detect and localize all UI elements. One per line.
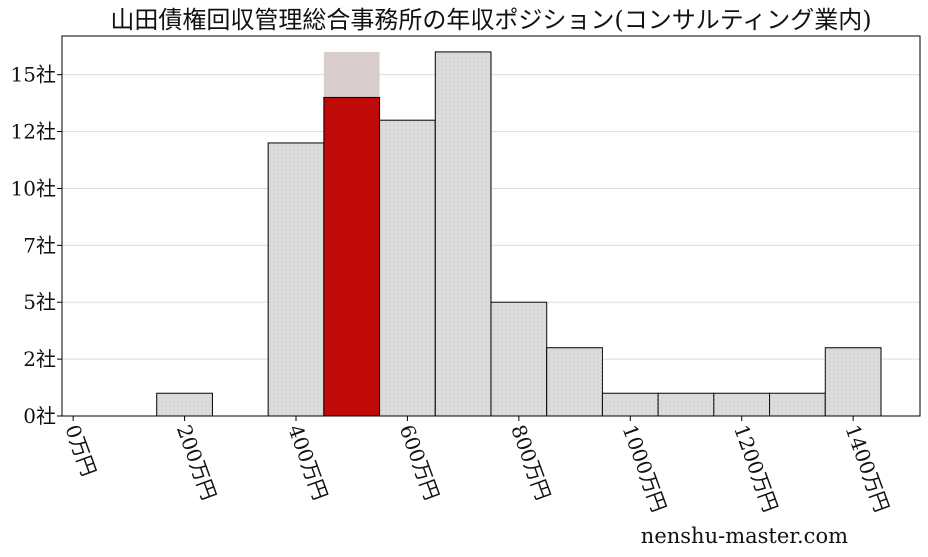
x-tick-label: 400万円 [283,422,332,504]
bar-hatch [379,120,436,416]
x-tick-label: 600万円 [395,422,444,504]
y-tick-label: 7社 [23,233,56,257]
x-tick-label: 800万円 [506,422,555,504]
watermark: nenshu-master.com [641,524,848,548]
x-tick-label: 0万円 [60,422,101,480]
bar-hatch [658,393,714,416]
plot-frame [61,35,921,417]
y-tick-label: 12社 [11,120,56,144]
y-tick-label: 5社 [23,290,56,314]
bar-hatch [825,347,881,416]
bar-hatch [156,393,213,416]
x-tick-label: 1000万円 [618,422,672,516]
bar-hatch [268,142,324,416]
x-tick-label: 1400万円 [840,422,894,516]
x-tick-label: 1200万円 [729,422,783,516]
chart-title: 山田債権回収管理総合事務所の年収ポジション(コンサルティング業内) [110,6,871,34]
y-tick-label: 0社 [23,404,56,428]
bar-hatch [491,302,547,416]
bar-hatch [602,393,659,416]
bar-hatch [546,347,603,416]
y-tick-label: 2社 [23,347,56,371]
y-tick-label: 15社 [11,63,56,87]
highlight-bar [323,96,381,417]
y-tick-label: 10社 [11,176,56,200]
bar-hatch [769,393,826,416]
x-tick-label: 200万円 [172,422,221,504]
bar-hatch [435,51,491,417]
bar-hatch [713,393,770,416]
